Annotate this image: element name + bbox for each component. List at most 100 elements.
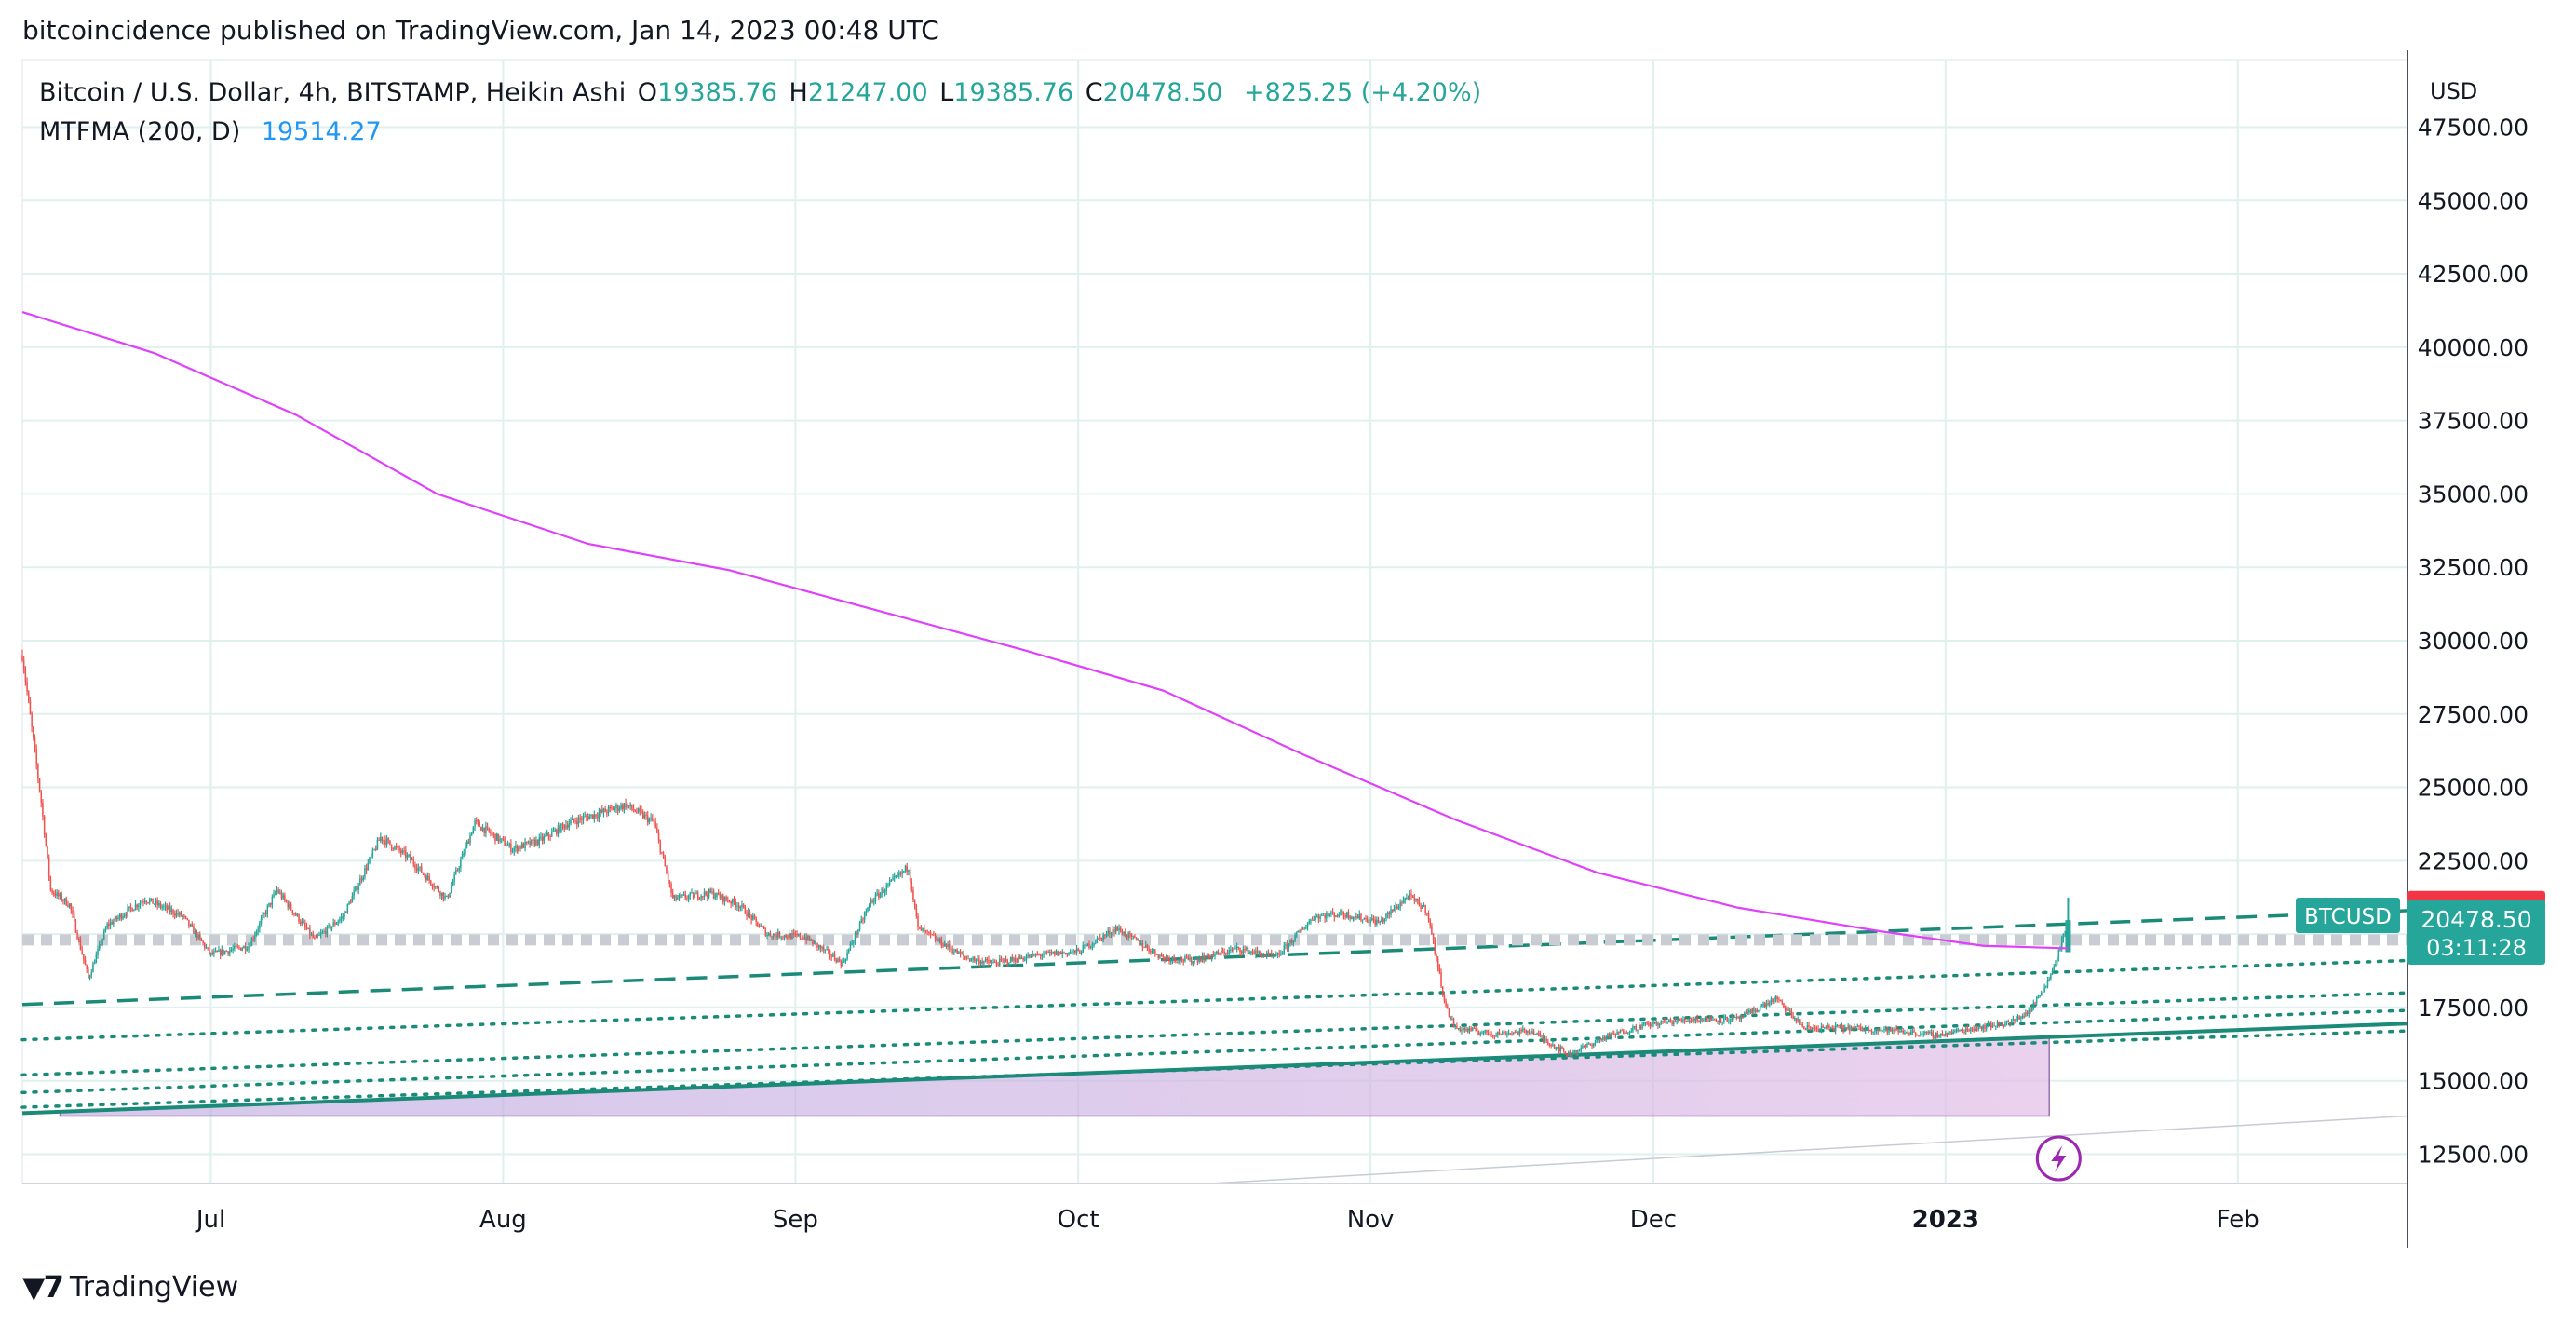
candle-body [1797, 1019, 1799, 1022]
candle-body [1093, 943, 1095, 945]
candle-body [262, 914, 263, 919]
candle-body [1608, 1033, 1611, 1037]
candle-body [1269, 953, 1271, 954]
candle-body [777, 931, 779, 938]
candle-body [169, 906, 171, 913]
candle-body [1713, 1019, 1716, 1021]
candle-body [684, 894, 686, 899]
candle-body [1029, 954, 1031, 958]
candle-body [1002, 959, 1004, 961]
candle-body [600, 809, 601, 813]
candle-body [1895, 1028, 1896, 1032]
candle-body [1520, 1029, 1522, 1032]
currency-label: USD [2430, 78, 2477, 104]
candle-body [601, 809, 603, 813]
candle-body [1861, 1029, 1864, 1031]
candle-body [51, 889, 53, 893]
candle-body [335, 923, 338, 925]
candle-body [1369, 919, 1371, 923]
candle-body [1754, 1009, 1757, 1012]
lightning-bolt-icon [2051, 1145, 2067, 1172]
candle-body [903, 871, 905, 873]
candle-body [1594, 1042, 1597, 1044]
candle-body [1733, 1016, 1734, 1018]
candle-body [1544, 1038, 1546, 1040]
candle-body [330, 925, 331, 929]
candle-body [1799, 1019, 1801, 1025]
candle-body [1324, 914, 1326, 919]
candle-body [1265, 953, 1268, 956]
candle-body [1187, 957, 1190, 960]
candle-body [554, 829, 556, 832]
candle-body [1175, 959, 1177, 962]
candle-body [326, 926, 329, 935]
candle-body [1767, 1003, 1769, 1006]
candle-body [394, 846, 396, 850]
candle-body [40, 791, 43, 803]
candle-body [92, 963, 94, 973]
candle-body [951, 949, 953, 953]
low-value: 19385.76 [953, 78, 1074, 107]
candle-body [1841, 1024, 1843, 1029]
candle-body [1306, 923, 1309, 927]
candle-body [1410, 893, 1412, 896]
candle-body [284, 895, 286, 900]
candle-body [1132, 936, 1134, 938]
candle-body [435, 886, 437, 888]
candle-body [958, 951, 960, 954]
candle-body [98, 943, 101, 950]
candle-body [406, 855, 409, 858]
candle-body [1288, 943, 1290, 949]
candle-body [65, 898, 68, 906]
candle-body [680, 895, 681, 897]
candle-body [1025, 956, 1028, 960]
candle-body [1173, 956, 1175, 960]
candle-body [43, 816, 46, 835]
candle-body [1902, 1030, 1904, 1034]
candle-body [1649, 1023, 1652, 1026]
candle-body [194, 931, 196, 935]
candle-body [76, 932, 78, 940]
candle-body [913, 900, 916, 905]
candle-body [1784, 1007, 1787, 1011]
candle-body [1963, 1031, 1965, 1033]
candle-body [1248, 951, 1250, 954]
candle-body [307, 927, 309, 929]
candle-body [591, 814, 594, 819]
candle-body [1977, 1027, 1979, 1030]
candle-body [1542, 1035, 1544, 1040]
candle-body [268, 902, 270, 907]
x-tick-label: Feb [2217, 1206, 2259, 1234]
candle-body [477, 820, 479, 822]
candle-body [1854, 1026, 1855, 1028]
candle-body [1487, 1032, 1490, 1035]
candle-body [158, 903, 160, 906]
candle-body [1993, 1025, 1995, 1027]
candle-body [1225, 953, 1227, 954]
candle-body [607, 806, 610, 814]
candle-body [812, 940, 814, 944]
candle-body [1215, 951, 1218, 954]
candle-body [854, 933, 856, 942]
candle-body [1116, 927, 1119, 931]
candle-body [1849, 1025, 1851, 1031]
candle-body [1512, 1032, 1515, 1034]
candle-body [1744, 1012, 1746, 1018]
candle-body [1740, 1016, 1743, 1020]
candle-body [970, 959, 973, 961]
candle-body [1788, 1010, 1791, 1012]
candle-body [625, 803, 627, 808]
candle-body [1881, 1030, 1884, 1032]
candle-body [369, 857, 371, 863]
candle-body [1396, 905, 1398, 909]
candle-body [1119, 927, 1122, 932]
candle-body [114, 916, 116, 921]
candle-body [906, 865, 908, 872]
candle-body [677, 898, 679, 900]
trendline-solid [21, 1022, 2408, 1116]
candle-body [1280, 953, 1282, 955]
candle-body [527, 841, 530, 843]
candle-body [1585, 1046, 1587, 1048]
candle-body [717, 892, 720, 896]
